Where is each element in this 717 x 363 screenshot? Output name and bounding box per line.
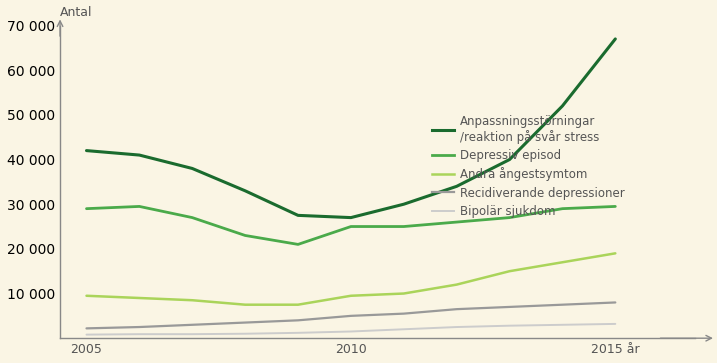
Text: Antal: Antal xyxy=(60,6,92,19)
Legend: Anpassningsstörningar
/reaktion på svår stress, Depressiv episod, Andra ångestsy: Anpassningsstörningar /reaktion på svår … xyxy=(427,110,629,223)
